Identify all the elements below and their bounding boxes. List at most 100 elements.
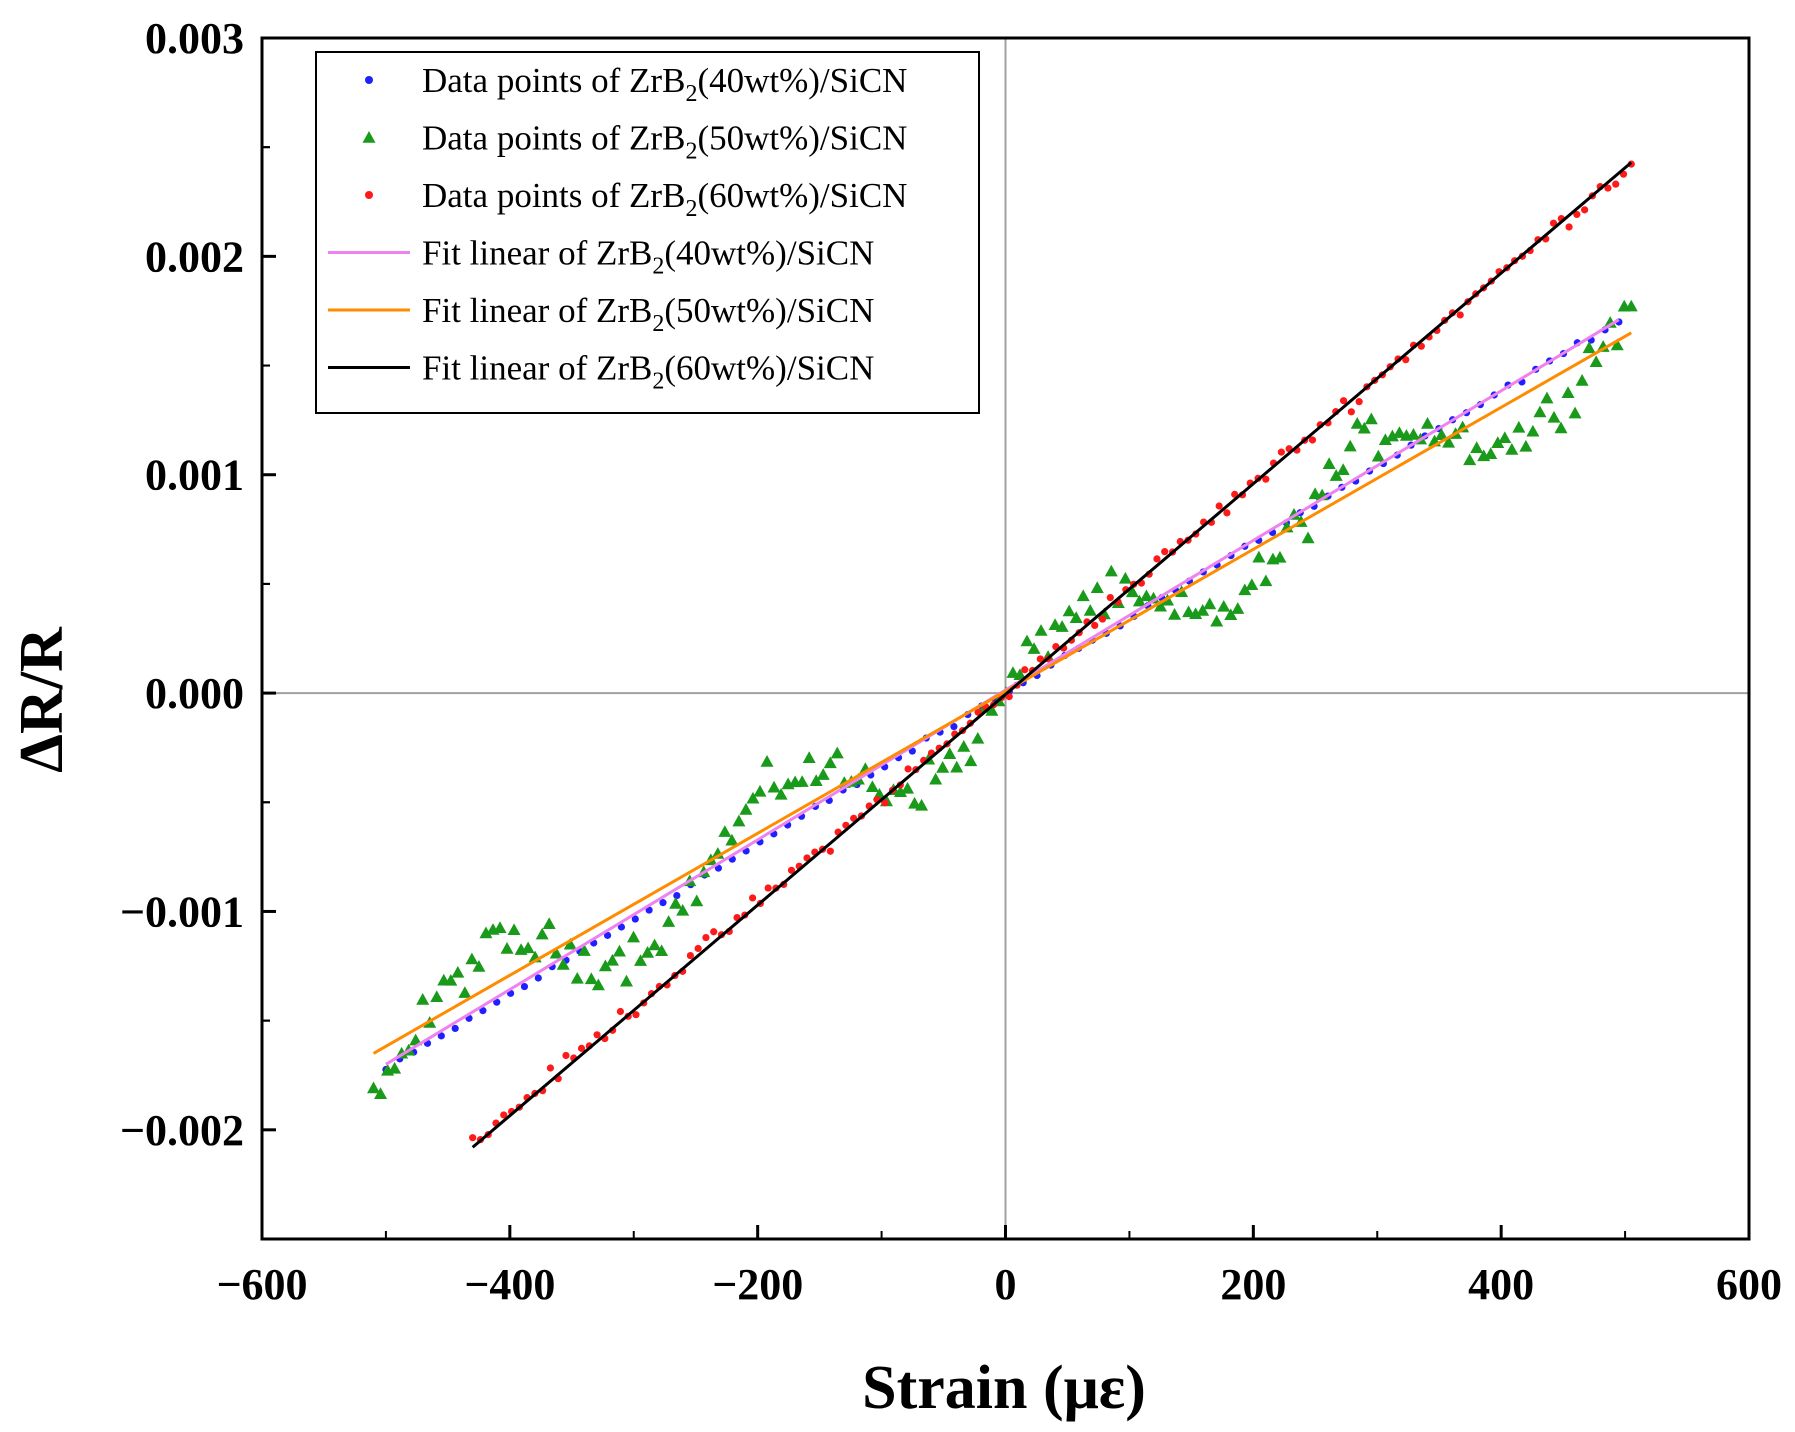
legend-label-2: Data points of ZrB2(50wt%)/SiCN (422, 119, 907, 165)
legend-label-5: Fit linear of ZrB2(50wt%)/SiCN (422, 291, 874, 337)
data-point (632, 1011, 640, 1019)
data-point (535, 927, 549, 940)
data-point (584, 972, 598, 985)
data-point (1402, 356, 1410, 364)
data-point (943, 747, 957, 759)
data-point (1252, 550, 1266, 563)
data-point (686, 951, 694, 960)
data-point (1322, 457, 1336, 469)
data-point (500, 942, 514, 954)
data-point (767, 780, 781, 793)
data-point (1350, 417, 1364, 429)
data-point (655, 944, 669, 957)
data-point (1568, 406, 1582, 419)
data-point (1069, 611, 1083, 623)
data-point (612, 944, 626, 957)
data-point (577, 944, 591, 956)
data-point (570, 971, 584, 984)
data-point (1589, 355, 1603, 368)
data-point (929, 772, 943, 785)
data-point (1153, 599, 1167, 612)
data-point (1540, 391, 1554, 404)
data-point (1581, 206, 1589, 214)
data-point (1385, 429, 1399, 442)
data-point (1224, 608, 1238, 621)
data-point (690, 894, 704, 907)
data-point (1210, 614, 1224, 627)
data-point (1034, 624, 1048, 636)
data-point (648, 938, 662, 951)
data-point (774, 787, 788, 800)
data-point (1090, 581, 1104, 593)
data-point (1603, 316, 1617, 328)
data-point (493, 921, 507, 933)
data-point (1098, 615, 1107, 623)
data-point (645, 906, 653, 914)
data-point (469, 1134, 477, 1142)
legend-label-6: Fit linear of ZrB2(60wt%)/SiCN (422, 349, 874, 395)
data-point (1277, 448, 1285, 456)
data-point (662, 915, 676, 927)
data-point (1217, 599, 1231, 612)
data-point (974, 708, 982, 716)
data-point (1301, 531, 1315, 544)
legend-marker (362, 131, 376, 143)
x-tick-label: −200 (712, 1260, 803, 1309)
data-point (673, 892, 681, 900)
data-point (725, 833, 739, 846)
data-point (1406, 427, 1420, 440)
data-point (1273, 550, 1287, 563)
x-tick-label: −600 (216, 1260, 307, 1309)
data-point (1215, 502, 1223, 510)
data-point (374, 1087, 388, 1099)
data-point (1027, 642, 1041, 654)
data-point (598, 959, 612, 972)
x-axis-title: Strain (με) (862, 1354, 1146, 1422)
data-point (542, 917, 556, 929)
data-point (591, 978, 605, 991)
data-point (1554, 421, 1568, 434)
data-point (936, 761, 950, 773)
data-point (865, 780, 879, 793)
data-point (617, 923, 626, 931)
data-point (472, 960, 486, 972)
y-tick-label: 0.002 (145, 232, 244, 281)
legend-marker (365, 191, 373, 199)
data-point (746, 791, 760, 804)
data-point (1336, 463, 1350, 475)
data-point (1624, 299, 1638, 312)
data-point (1575, 374, 1589, 386)
data-point (1189, 607, 1203, 620)
x-tick-label: 200 (1220, 1260, 1286, 1309)
data-point (1491, 436, 1505, 448)
data-point (641, 946, 655, 958)
data-point (904, 765, 912, 773)
data-point (1168, 608, 1182, 620)
data-point (605, 953, 619, 966)
data-point (1371, 449, 1385, 462)
data-point (1106, 593, 1114, 602)
data-point (1083, 604, 1097, 616)
data-point (753, 784, 767, 797)
data-point (950, 760, 964, 773)
data-point (1091, 621, 1099, 630)
data-point (957, 740, 971, 752)
data-point (563, 937, 577, 950)
data-point (534, 974, 542, 982)
data-point (1610, 338, 1624, 351)
data-point (1498, 431, 1512, 444)
data-point (1392, 426, 1406, 438)
x-tick-label: 400 (1468, 1260, 1534, 1309)
data-point (1505, 443, 1519, 455)
data-point (1533, 405, 1547, 418)
data-point (1245, 578, 1259, 591)
data-point (676, 903, 690, 916)
data-point (1347, 408, 1355, 416)
data-point (1013, 668, 1027, 680)
data-point (1161, 548, 1169, 556)
data-point (1456, 420, 1470, 433)
data-point (915, 798, 929, 811)
legend-marker (365, 76, 373, 84)
data-point (577, 1044, 586, 1052)
data-point (787, 866, 796, 874)
